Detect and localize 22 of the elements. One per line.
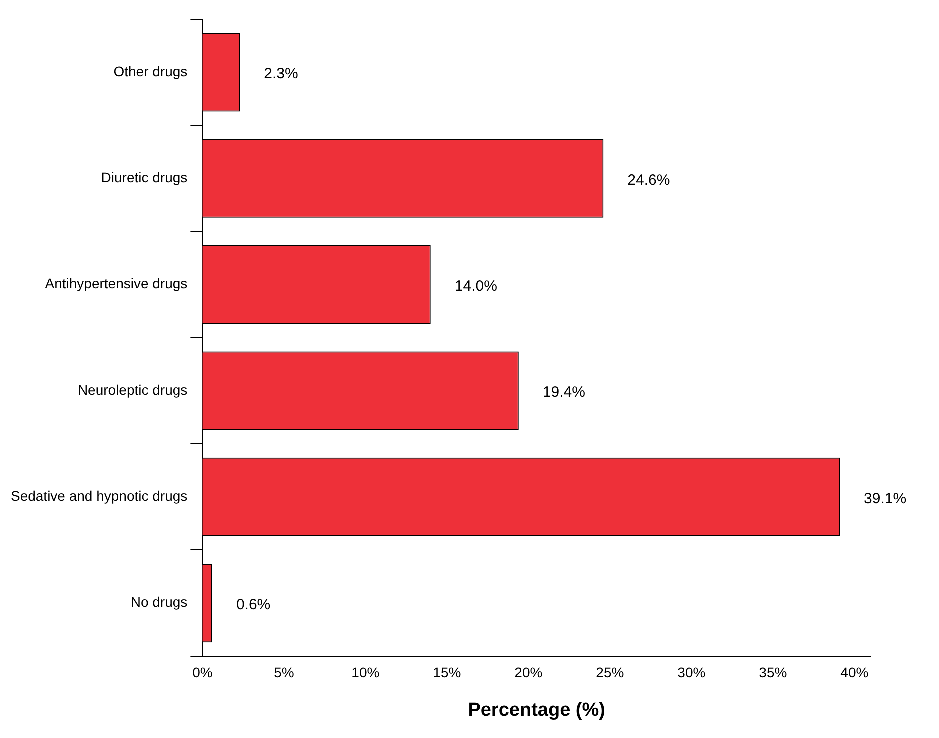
- x-tick-label: 25%: [596, 664, 624, 681]
- x-tick-label: 40%: [840, 664, 869, 681]
- x-tick-label: 10%: [352, 664, 380, 681]
- y-tick-label: Other drugs: [114, 63, 188, 80]
- x-tick-label: 5%: [274, 664, 294, 681]
- data-label: 19.4%: [542, 384, 586, 402]
- x-axis-title: Percentage (%): [468, 700, 606, 721]
- y-tick-label: Sedative and hypnotic drugs: [10, 488, 188, 504]
- x-tick-label: 20%: [514, 664, 543, 681]
- x-tick-label: 35%: [759, 664, 788, 681]
- y-tick-label: Neuroleptic drugs: [78, 382, 188, 398]
- y-tick-label: Diuretic drugs: [101, 170, 188, 186]
- data-label: 2.3%: [264, 66, 298, 83]
- x-tick-label: 0%: [192, 664, 213, 681]
- data-label: 24.6%: [628, 172, 670, 189]
- data-label: 0.6%: [236, 596, 271, 614]
- x-tick-label: 15%: [433, 664, 462, 681]
- y-tick-label: Antihypertensive drugs: [45, 276, 188, 292]
- x-tick-label: 30%: [678, 664, 706, 681]
- y-tick-label: No drugs: [130, 594, 188, 610]
- data-label: 39.1%: [864, 490, 907, 508]
- data-label: 14.0%: [454, 278, 498, 295]
